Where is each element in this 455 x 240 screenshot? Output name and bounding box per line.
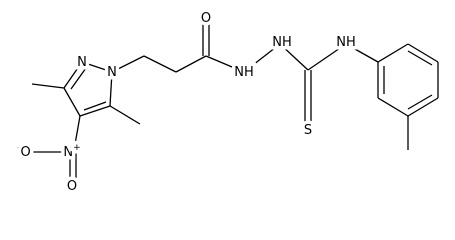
atom-label: N xyxy=(77,55,87,70)
atom-label: N xyxy=(107,65,117,80)
atom-symbol: NH xyxy=(336,35,356,50)
atom-label: N+ xyxy=(63,143,80,160)
bond xyxy=(73,115,81,151)
atom-symbol: N xyxy=(77,55,87,70)
bond xyxy=(79,105,111,117)
bond xyxy=(111,55,145,73)
atom-symbol: O xyxy=(201,11,211,26)
atom-label: NH xyxy=(234,65,254,80)
bond xyxy=(63,87,81,117)
bond xyxy=(143,55,177,73)
atom-label: NH xyxy=(272,35,292,50)
atom-charge: - xyxy=(17,143,20,153)
bond xyxy=(175,55,207,73)
atom-symbol: NH xyxy=(234,65,254,80)
bond xyxy=(63,61,83,89)
bond xyxy=(345,43,379,63)
bond xyxy=(307,43,347,71)
bond xyxy=(377,97,409,117)
bond xyxy=(109,71,113,107)
atom-symbol: NH xyxy=(272,35,292,50)
atom-symbol: O xyxy=(21,145,31,160)
bond xyxy=(83,101,107,111)
bonds xyxy=(28,20,439,184)
bond xyxy=(243,43,281,73)
bond xyxy=(279,43,309,71)
atom-label: O xyxy=(67,179,77,194)
bond xyxy=(407,97,439,117)
atom-symbol: O xyxy=(67,179,77,194)
bond xyxy=(81,61,113,73)
atom-label: O xyxy=(201,11,211,26)
bond xyxy=(407,50,433,66)
bond xyxy=(407,94,433,110)
atom-symbol: N xyxy=(107,65,117,80)
methyl-bond xyxy=(31,83,65,89)
atom-charge: + xyxy=(73,143,81,153)
bond xyxy=(205,55,245,73)
atom-label: -O xyxy=(17,143,30,160)
bond xyxy=(407,43,439,63)
bond xyxy=(377,43,409,63)
atom-symbol: N xyxy=(63,145,73,160)
atom-symbol: S xyxy=(304,123,312,138)
bond xyxy=(70,67,87,90)
atom-label: S xyxy=(304,123,312,138)
atom-label: NH xyxy=(336,35,356,50)
methyl-bond xyxy=(109,105,141,125)
